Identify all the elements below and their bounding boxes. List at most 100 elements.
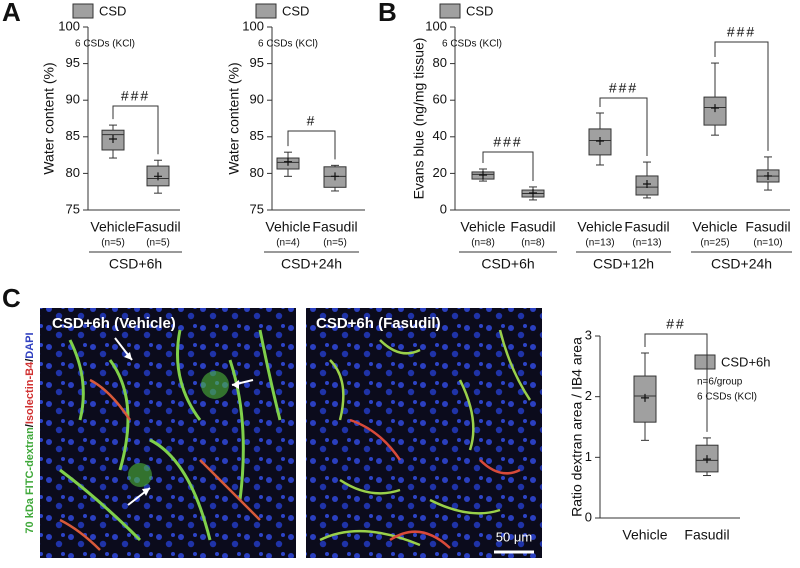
legend-label: CSD	[99, 3, 126, 18]
mean-marker	[764, 171, 772, 180]
x-tick-label: Vehicle	[692, 219, 737, 235]
note: 6 CSDs (KCl)	[697, 392, 757, 403]
x-tick-label: Vehicle	[577, 219, 622, 235]
x-tick-label: Vehicle	[265, 219, 310, 235]
mean-marker	[711, 104, 719, 113]
note: n=6/group	[697, 377, 743, 388]
y-tick-label: 85	[250, 128, 264, 143]
mean-marker	[284, 157, 292, 166]
significance: ###	[727, 24, 756, 40]
micrograph: CSD+6h (Vehicle)	[40, 308, 296, 558]
significance: ###	[121, 88, 150, 104]
stain: Isolectin-B4	[24, 361, 36, 424]
group-label: CSD+6h	[481, 256, 534, 272]
y-tick-label: 95	[66, 55, 80, 70]
n-label: (n=13)	[585, 238, 614, 249]
y-axis-label: Water content (%)	[41, 62, 57, 174]
scale-bar-label: 50 μm	[496, 529, 532, 544]
legend-swatch	[255, 3, 277, 19]
legend-label: CSD+6h	[721, 354, 771, 369]
note: 6 CSDs (KCl)	[442, 39, 502, 50]
stain: DAPI	[24, 332, 36, 358]
mean-marker	[529, 188, 537, 197]
y-tick-label: 100	[425, 18, 447, 33]
significance-bracket	[644, 333, 708, 432]
micrograph: CSD+6h (Fasudil) 50 μm	[306, 308, 542, 558]
stain: 70 kDa FITC-dextran	[24, 427, 36, 534]
image-title: CSD+6h (Fasudil)	[316, 315, 441, 332]
panel-label: B	[378, 0, 397, 27]
mean-marker	[641, 393, 649, 402]
stain: /	[24, 359, 36, 362]
y-tick-label: 100	[242, 18, 264, 33]
y-tick-label: 90	[250, 92, 264, 107]
y-tick-label: 100	[58, 18, 80, 33]
y-tick-label: 60	[433, 92, 447, 107]
significance: #	[307, 113, 317, 129]
y-tick-label: 0	[585, 509, 592, 524]
significance-bracket	[112, 105, 159, 155]
y-tick-label: 80	[433, 55, 447, 70]
x-tick-label: Fasudil	[510, 219, 555, 235]
legend-label: CSD	[466, 3, 493, 18]
significance-bracket	[287, 130, 336, 160]
mean-marker	[643, 180, 651, 189]
y-tick-label: 90	[66, 92, 80, 107]
n-label: (n=8)	[521, 238, 545, 249]
x-tick-label: Fasudil	[684, 527, 729, 543]
mean-marker	[596, 137, 604, 146]
mean-marker	[109, 134, 117, 143]
legend-swatch	[439, 3, 461, 19]
panel-label: C	[2, 283, 21, 313]
significance: ##	[666, 316, 686, 332]
group-label: CSD+24h	[711, 256, 772, 272]
panel-label: A	[2, 0, 21, 27]
x-tick-label: Vehicle	[622, 527, 667, 543]
n-label: (n=5)	[101, 238, 125, 249]
y-tick-label: 1	[585, 449, 592, 464]
y-axis-label: Water content (%)	[226, 62, 242, 174]
significance-bracket	[714, 41, 769, 151]
y-tick-label: 0	[440, 201, 447, 216]
x-tick-label: Fasudil	[135, 219, 180, 235]
n-label: (n=4)	[276, 238, 300, 249]
y-tick-label: 3	[585, 327, 592, 342]
y-tick-label: 20	[433, 165, 447, 180]
y-tick-label: 95	[250, 55, 264, 70]
n-label: (n=5)	[146, 238, 170, 249]
image-title: CSD+6h (Vehicle)	[52, 315, 176, 332]
significance: ###	[609, 80, 638, 96]
n-label: (n=13)	[632, 238, 661, 249]
group-label: CSD+6h	[109, 256, 162, 272]
mean-marker	[154, 172, 162, 181]
y-tick-label: 80	[66, 165, 80, 180]
y-tick-label: 75	[250, 201, 264, 216]
significance-bracket	[482, 151, 534, 181]
y-tick-label: 2	[585, 388, 592, 403]
y-tick-label: 75	[66, 201, 80, 216]
x-tick-label: Vehicle	[460, 219, 505, 235]
x-tick-label: Fasudil	[312, 219, 357, 235]
y-axis-label: Evans blue (ng/mg tissue)	[411, 38, 427, 200]
x-tick-label: Fasudil	[745, 219, 790, 235]
stain: /	[24, 424, 36, 427]
legend-swatch	[694, 354, 716, 370]
significance-bracket	[599, 97, 648, 157]
group-label: CSD+12h	[593, 256, 654, 272]
y-axis-label: Ratio dextran area / IB4 area	[569, 337, 585, 517]
group-label: CSD+24h	[281, 256, 342, 272]
n-label: (n=25)	[700, 238, 729, 249]
y-tick-label: 85	[66, 128, 80, 143]
mean-marker	[331, 172, 339, 181]
y-tick-label: 40	[433, 128, 447, 143]
n-label: (n=10)	[753, 238, 782, 249]
y-tick-label: 80	[250, 165, 264, 180]
x-tick-label: Fasudil	[624, 219, 669, 235]
note: 6 CSDs (KCl)	[258, 39, 318, 50]
legend-label: CSD	[282, 3, 309, 18]
x-tick-label: Vehicle	[90, 219, 135, 235]
note: 6 CSDs (KCl)	[75, 39, 135, 50]
significance: ###	[493, 134, 522, 150]
n-label: (n=8)	[471, 238, 495, 249]
